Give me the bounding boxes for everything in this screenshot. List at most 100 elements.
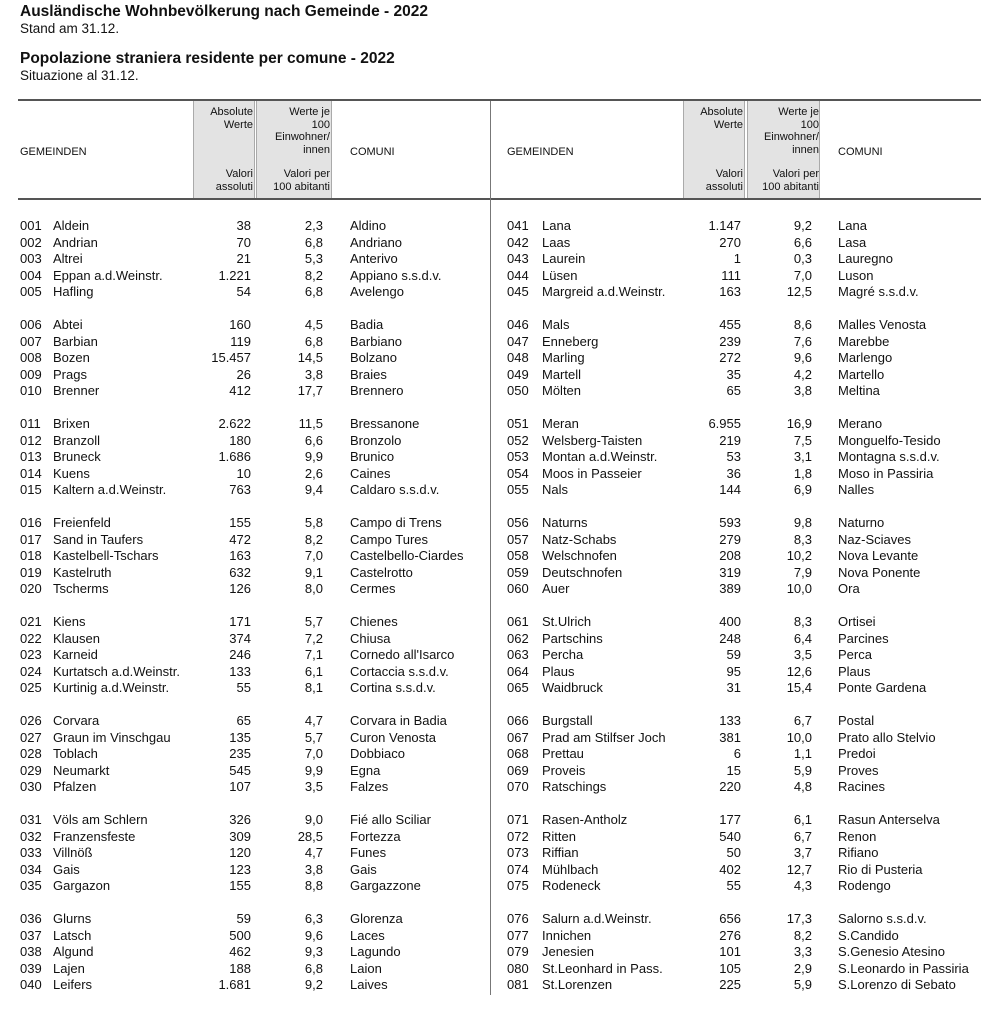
value-per-100: 9,2 <box>304 977 323 992</box>
municipality-name-it: Naz-Sciaves <box>838 531 911 547</box>
table-row: 076 Salurn a.d.Weinstr. 656 17,3 Salorno s.s… <box>0 911 1003 928</box>
municipality-code: 076 <box>507 911 529 926</box>
absolute-value: 120 <box>229 845 251 860</box>
municipality-name-de: Waidbruck <box>542 680 603 695</box>
table-row: 004 Eppan a.d.Weinstr. 1.221 8,2 Appiano s.s… <box>0 268 1003 285</box>
municipality-code: 025 <box>20 680 42 695</box>
absolute-value: 15.457 <box>211 350 251 365</box>
municipality-code: 036 <box>20 911 42 926</box>
municipality-code: 002 <box>20 234 42 250</box>
absolute-value: 123 <box>229 861 251 877</box>
municipality-code: 066 <box>507 713 529 728</box>
municipality-name-de: Meran <box>542 416 579 431</box>
column-divider <box>490 101 491 995</box>
municipality-name-de: Lana <box>542 218 571 233</box>
value-per-100: 15,4 <box>786 680 812 695</box>
header-relative-de: Werte je <box>289 106 330 118</box>
municipality-name-de: Karneid <box>53 647 98 662</box>
municipality-name-it: Merano <box>838 416 883 431</box>
value-per-100: 8,0 <box>304 581 323 596</box>
municipality-name-it: Lauregno <box>838 251 893 266</box>
municipality-name-de: Prettau <box>542 746 584 761</box>
table-row: 031 Völs am Schlern 326 9,0 Fié allo Sciliar <box>0 812 1003 829</box>
header-relative-de: Einwohner/ <box>274 131 330 143</box>
municipality-name-de: Kurtinig a.d.Weinstr. <box>53 680 170 695</box>
table-row: 009 Prags 26 3,8 Braies <box>0 367 1003 384</box>
absolute-value: 1.147 <box>708 218 741 233</box>
absolute-value: 95 <box>726 663 741 679</box>
subtitle-italian: Situazione al 31.12. <box>20 68 139 83</box>
absolute-value: 15 <box>726 762 741 778</box>
municipality-name-de: Plaus <box>542 663 575 679</box>
value-per-100: 7,9 <box>793 564 812 580</box>
header-absolute-it: assoluti <box>215 180 253 193</box>
absolute-value: 155 <box>229 878 251 893</box>
municipality-name-it: Magré s.s.d.v. <box>838 284 919 299</box>
municipality-name-it: Racines <box>838 779 885 794</box>
absolute-value: 171 <box>229 614 251 629</box>
title-italian: Popolazione straniera residente per comu… <box>20 50 395 67</box>
value-per-100: 6,3 <box>304 911 323 926</box>
absolute-value: 279 <box>719 531 741 547</box>
municipality-name-it: Lana <box>838 218 867 233</box>
municipality-name-it: Ora <box>838 581 860 596</box>
table-row: 058 Welschnofen 208 10,2 Nova Levante <box>0 548 1003 565</box>
table-row: 060 Auer 389 10,0 Ora <box>0 581 1003 598</box>
municipality-code: 016 <box>20 515 42 530</box>
municipality-code: 027 <box>20 729 42 745</box>
value-per-100: 2,6 <box>304 465 323 481</box>
value-per-100: 9,0 <box>304 812 323 827</box>
absolute-value: 135 <box>229 729 251 745</box>
table-row: 039 Lajen 188 6,8 Laion <box>0 961 1003 978</box>
value-per-100: 11,5 <box>298 416 323 431</box>
table-row: 001 Aldein 38 2,3 Aldino <box>0 218 1003 235</box>
absolute-value: 389 <box>719 581 741 596</box>
municipality-code: 056 <box>507 515 529 530</box>
municipality-name-it: Egna <box>350 762 381 778</box>
absolute-value: 326 <box>229 812 251 827</box>
table-row: 015 Kaltern a.d.Weinstr. 763 9,4 Caldaro s.s… <box>0 482 1003 499</box>
municipality-code: 040 <box>20 977 42 992</box>
header-relative-it: Valori per <box>283 168 330 180</box>
municipality-code: 031 <box>20 812 42 827</box>
municipality-name-it: S.Candido <box>838 927 899 943</box>
municipality-code: 022 <box>20 630 42 646</box>
municipality-name-it: Cermes <box>350 581 396 596</box>
municipality-code: 063 <box>507 647 529 662</box>
municipality-code: 047 <box>507 333 529 349</box>
absolute-value: 65 <box>236 713 251 728</box>
value-per-100: 5,9 <box>793 977 812 992</box>
municipality-code: 070 <box>507 779 529 794</box>
municipality-code: 061 <box>507 614 529 629</box>
header-absolute-de: Absolute <box>700 106 743 118</box>
municipality-code: 019 <box>20 564 42 580</box>
absolute-value: 21 <box>236 251 251 266</box>
table-row: 066 Burgstall 133 6,7 Postal <box>0 713 1003 730</box>
municipality-code: 045 <box>507 284 529 299</box>
municipality-name-it: Montagna s.s.d.v. <box>838 449 940 464</box>
municipality-name-it: Fié allo Sciliar <box>350 812 431 827</box>
table-row: 075 Rodeneck 55 4,3 Rodengo <box>0 878 1003 895</box>
table-row: 017 Sand in Taufers 472 8,2 Campo Tures <box>0 532 1003 549</box>
value-per-100: 10,0 <box>786 729 812 745</box>
absolute-value: 126 <box>229 581 251 596</box>
header-relative-cell <box>256 101 332 198</box>
value-per-100: 17,3 <box>786 911 812 926</box>
municipality-name-de: Jenesien <box>542 944 595 959</box>
value-per-100: 8,6 <box>793 317 812 332</box>
municipality-name-it: Brunico <box>350 449 395 464</box>
value-per-100: 6,8 <box>304 234 323 250</box>
absolute-value: 309 <box>229 828 251 844</box>
table-row: 044 Lüsen 111 7,0 Luson <box>0 268 1003 285</box>
value-per-100: 9,3 <box>304 944 323 959</box>
municipality-name-it: Ponte Gardena <box>838 680 927 695</box>
header-relative-cell <box>747 101 820 198</box>
municipality-code: 043 <box>507 251 529 266</box>
table-row: 081 St.Lorenzen 225 5,9 S.Lorenzo di Sebato <box>0 977 1003 994</box>
municipality-name-de: Laurein <box>542 251 586 266</box>
value-per-100: 6,8 <box>304 284 323 299</box>
absolute-value: 462 <box>229 944 251 959</box>
absolute-value: 53 <box>726 449 741 464</box>
absolute-value: 119 <box>230 333 251 349</box>
